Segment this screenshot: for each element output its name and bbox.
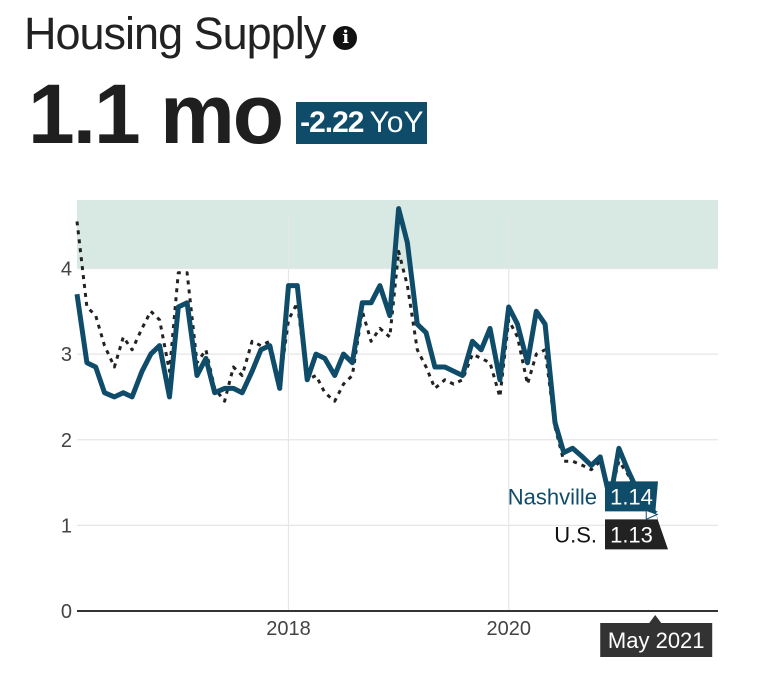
y-tick-label-1: 1 [61,515,72,537]
y-tick-label-3: 3 [61,344,72,366]
headline: 1.1 mo -2.22 YoY [28,64,428,164]
page-title: Housing Supply i [24,8,358,60]
tooltip-date-label: May 2021 [608,628,705,653]
nashville-end-label: Nashville [508,484,597,509]
end-point-marker [645,509,659,521]
x-tick-label-2018: 2018 [266,618,311,640]
nashville-series-line [74,206,658,516]
yoy-badge: -2.22 YoY [296,102,428,144]
yoy-value: -2.22 [300,106,364,139]
info-icon[interactable]: i [333,26,358,50]
nashville-label-box [605,481,658,514]
y-tick-label-0: 0 [61,601,72,623]
tooltip-pointer [649,615,662,623]
y-tick-label-2: 2 [61,430,72,452]
us-end-value: 1.13 [610,522,653,547]
y-tick-label-4: 4 [61,259,72,281]
supply-value: 1.1 mo [28,67,284,161]
us-end-label: U.S. [554,522,597,547]
tooltip-box [600,623,713,657]
title-text: Housing Supply [24,8,326,59]
yoy-unit: YoY [369,106,424,139]
x-tick-label-2020: 2020 [486,618,531,640]
nashville-end-value: 1.14 [610,484,653,509]
us-label-box [605,512,668,550]
